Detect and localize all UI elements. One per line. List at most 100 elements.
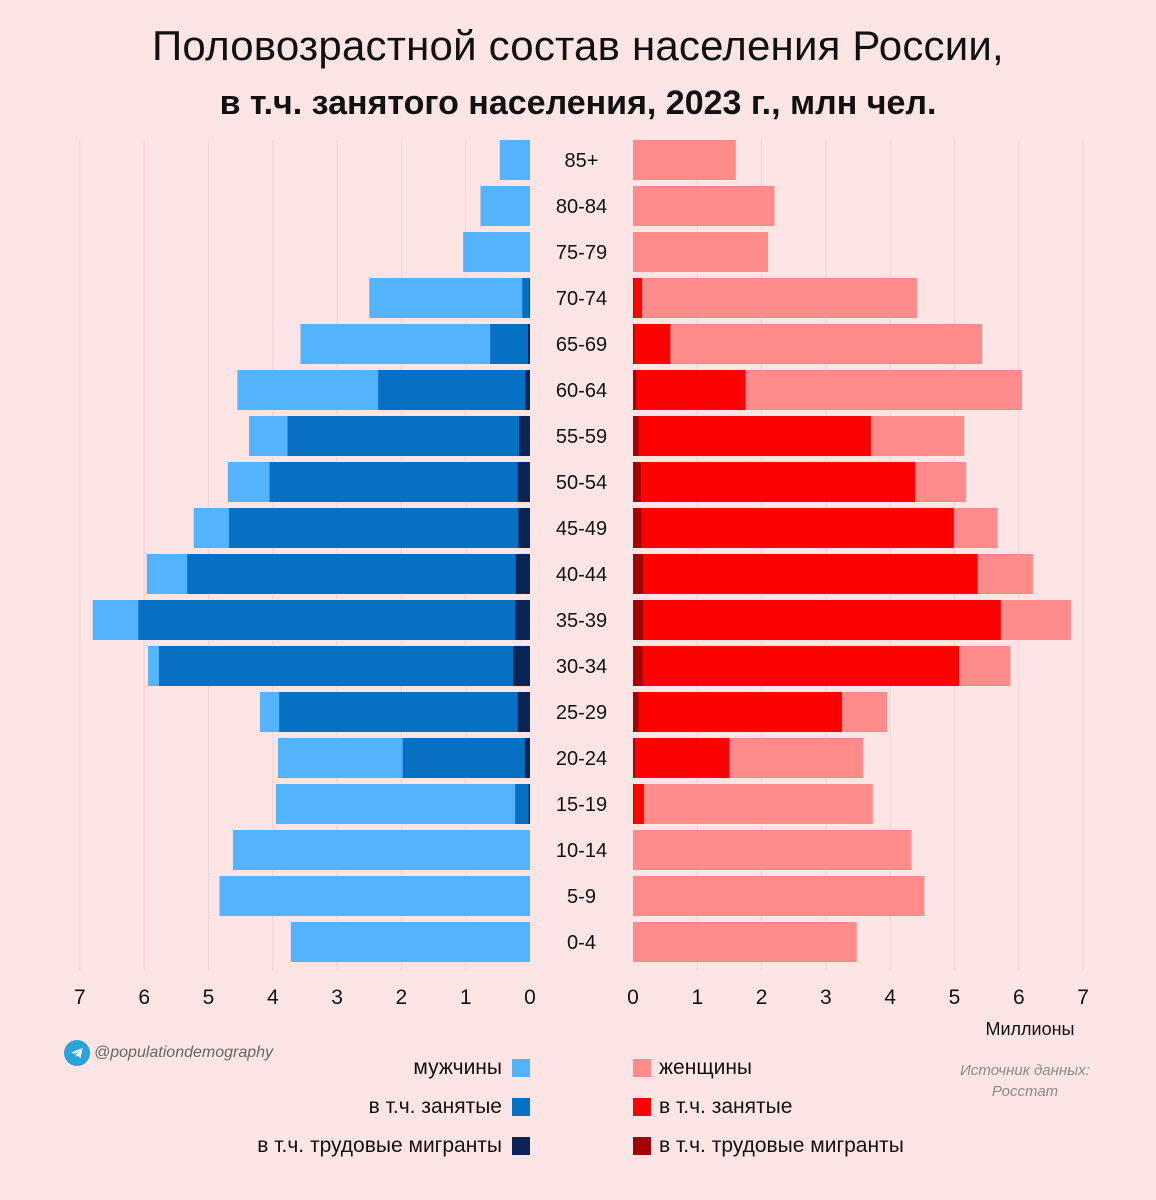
bar-women-employed xyxy=(633,416,871,456)
x-tick-label-right: 6 xyxy=(1013,986,1025,1009)
x-axis-units-label: Миллионы xyxy=(985,1019,1075,1039)
bar-men-employed xyxy=(158,646,530,686)
bar-men-total xyxy=(276,784,530,824)
x-tick-label-left: 5 xyxy=(203,986,215,1009)
chart-subtitle: в т.ч. занятого населения, 2023 г., млн … xyxy=(219,84,937,122)
age-group-label: 75-79 xyxy=(556,242,607,264)
bar-women-migrants xyxy=(633,646,643,686)
x-tick-label-right: 2 xyxy=(756,986,768,1009)
bar-men-employed xyxy=(279,692,530,732)
bar-women-employed xyxy=(633,600,1001,640)
legend-label-women: женщины xyxy=(659,1055,753,1079)
bar-women-total xyxy=(633,784,873,824)
bar-women-employed xyxy=(633,692,842,732)
legend-swatch-women-employed xyxy=(633,1097,651,1116)
x-tick-label-left: 0 xyxy=(524,986,536,1009)
bar-men-employed xyxy=(522,278,530,318)
bar-men-total xyxy=(480,186,530,226)
x-tick-label-right: 4 xyxy=(884,986,896,1009)
legend-swatch-men-migrants xyxy=(512,1136,530,1155)
bar-women-employed xyxy=(633,784,644,824)
bar-men-migrants xyxy=(529,278,530,318)
brand-handle: @populationdemography xyxy=(94,1044,274,1061)
bar-men-employed xyxy=(515,784,530,824)
bar-women-migrants xyxy=(633,370,637,410)
bar-men-total xyxy=(232,830,530,870)
legend-label-men-migrants: в т.ч. трудовые мигранты xyxy=(257,1133,502,1157)
bar-men-migrants xyxy=(515,600,530,640)
bar-men-employed xyxy=(287,416,530,456)
bar-men-migrants xyxy=(525,370,530,410)
legend-item-women: женщины xyxy=(633,1048,904,1087)
age-group-label: 40-44 xyxy=(556,564,607,586)
bar-men-total xyxy=(463,232,530,272)
legend-swatch-women xyxy=(633,1058,651,1077)
bar-women-migrants xyxy=(633,600,644,640)
bar-men-total xyxy=(219,876,530,916)
bar-men-employed xyxy=(138,600,530,640)
x-tick-label-right: 1 xyxy=(691,986,703,1009)
data-source-note: Источник данных: Росстат xyxy=(940,1060,1110,1102)
legend-men: мужчины в т.ч. занятые в т.ч. трудовые м… xyxy=(257,1048,530,1165)
age-group-label: 15-19 xyxy=(556,794,607,816)
age-group-label: 35-39 xyxy=(556,610,607,632)
bar-women-total xyxy=(633,876,925,916)
bar-women-migrants xyxy=(633,738,635,778)
x-tick-label-left: 1 xyxy=(460,986,472,1009)
bar-men-employed xyxy=(402,738,530,778)
bar-women-employed xyxy=(633,646,960,686)
legend-label-women-migrants: в т.ч. трудовые мигранты xyxy=(659,1133,904,1157)
age-group-label: 65-69 xyxy=(556,334,607,356)
bar-women-migrants xyxy=(633,416,639,456)
bar-women-total xyxy=(633,922,857,962)
legend-label-men: мужчины xyxy=(413,1055,502,1079)
age-group-label: 25-29 xyxy=(556,702,607,724)
legend-item-men: мужчины xyxy=(257,1048,530,1087)
telegram-brand[interactable]: @populationdemography xyxy=(64,1040,273,1066)
bar-women-migrants xyxy=(633,278,634,318)
bar-men-employed xyxy=(269,462,530,502)
bar-men-migrants xyxy=(519,416,530,456)
bar-women-migrants xyxy=(633,324,635,364)
legend-women: женщины в т.ч. занятые в т.ч. трудовые м… xyxy=(633,1048,904,1165)
bar-women-total xyxy=(633,232,769,272)
bar-men-total xyxy=(290,922,530,962)
bar-men-migrants xyxy=(528,324,530,364)
bar-women-total xyxy=(633,830,912,870)
legend-item-men-migrants: в т.ч. трудовые мигранты xyxy=(257,1126,530,1165)
population-pyramid-chart: 85+80-8475-7970-7465-6960-6455-5950-5445… xyxy=(74,140,1089,1009)
bar-women-total xyxy=(633,140,736,180)
bar-men-migrants xyxy=(513,646,530,686)
bar-women-total xyxy=(633,186,775,226)
x-tick-label-left: 3 xyxy=(331,986,343,1009)
x-tick-label-left: 6 xyxy=(138,986,150,1009)
x-tick-label-left: 7 xyxy=(74,986,86,1009)
age-group-label: 60-64 xyxy=(556,380,607,402)
bar-men-migrants xyxy=(517,462,530,502)
bar-men-migrants xyxy=(528,784,530,824)
source-label: Источник данных: xyxy=(960,1062,1090,1079)
legend-item-women-employed: в т.ч. занятые xyxy=(633,1087,904,1126)
age-group-label: 0-4 xyxy=(567,932,596,954)
legend-label-women-employed: в т.ч. занятые xyxy=(659,1094,793,1118)
age-group-label: 10-14 xyxy=(556,840,607,862)
bar-women-migrants xyxy=(633,692,639,732)
bar-women-migrants xyxy=(633,784,634,824)
bar-women-migrants xyxy=(633,554,644,594)
legend-swatch-men-employed xyxy=(512,1097,530,1116)
bar-men-employed xyxy=(378,370,530,410)
bar-women-employed xyxy=(633,324,671,364)
bar-men-migrants xyxy=(524,738,530,778)
x-tick-label-right: 3 xyxy=(820,986,832,1009)
chart-title: Половозрастной состав населения России, xyxy=(152,22,1004,69)
bar-men-total xyxy=(369,278,530,318)
bar-women-employed xyxy=(633,738,730,778)
bar-women-employed xyxy=(633,370,746,410)
legend-label-men-employed: в т.ч. занятые xyxy=(368,1094,502,1118)
bar-men-employed xyxy=(490,324,530,364)
age-group-label: 50-54 xyxy=(556,472,607,494)
age-group-label: 45-49 xyxy=(556,518,607,540)
bar-women-migrants xyxy=(633,508,642,548)
age-group-label: 80-84 xyxy=(556,196,607,218)
bar-women-employed xyxy=(633,554,978,594)
